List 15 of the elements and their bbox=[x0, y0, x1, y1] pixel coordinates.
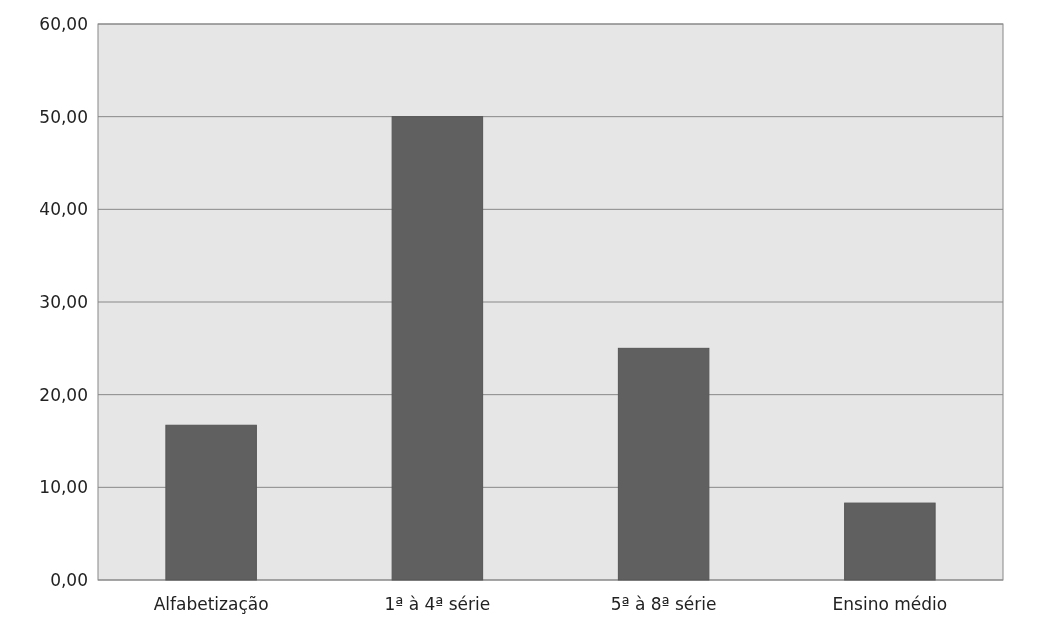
y-tick-label: 30,00 bbox=[39, 291, 88, 312]
x-tick-label: Ensino médio bbox=[832, 594, 948, 614]
bar bbox=[844, 502, 936, 581]
x-tick-label: 5ª à 8ª série bbox=[610, 594, 717, 614]
bar bbox=[617, 347, 710, 581]
y-tick-label: 20,00 bbox=[39, 384, 88, 405]
x-tick-label: 1ª à 4ª série bbox=[384, 594, 491, 614]
y-tick-label: 10,00 bbox=[39, 477, 88, 498]
y-tick-label: 60,00 bbox=[39, 13, 88, 34]
bar bbox=[165, 424, 257, 581]
y-tick-label: 0,00 bbox=[50, 569, 88, 590]
bar bbox=[391, 116, 484, 581]
y-tick-label: 50,00 bbox=[39, 106, 88, 127]
x-tick-label: Alfabetização bbox=[153, 594, 269, 614]
y-tick-label: 40,00 bbox=[39, 199, 88, 220]
